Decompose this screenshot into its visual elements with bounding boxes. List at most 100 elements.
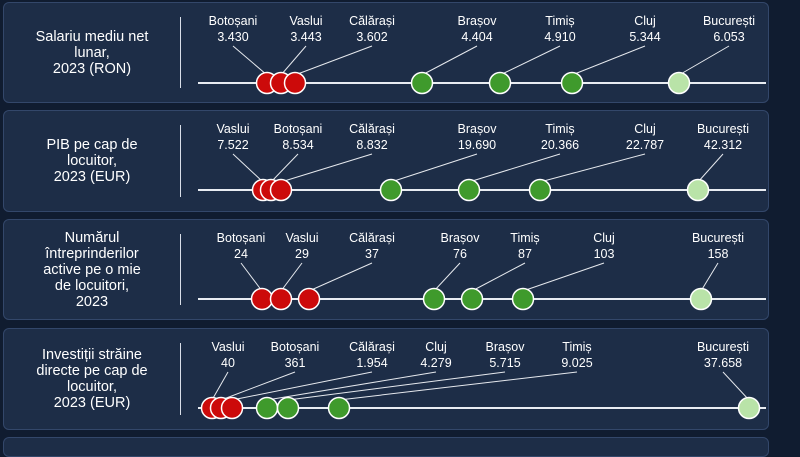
leader-line-vaslui [211,371,229,401]
dot-bucuresti [686,178,710,202]
value-label-brasov: 4.404 [461,30,492,44]
value-label-bucuresti: 158 [708,247,729,261]
panel-title: Numărul întreprinderilor active pe o mie de… [4,220,180,319]
leader-line-brasov [421,45,478,76]
leader-line-bucuresti [678,45,730,76]
county-label-bucuresti: București [692,231,744,245]
panel-divider [180,125,181,197]
value-label-timis: 9.025 [561,356,592,370]
leader-line-calarasi [308,262,373,292]
leader-line-bucuresti [697,153,724,183]
value-label-botosani: 8.534 [282,138,313,152]
leader-line-cluj [522,262,605,292]
panel-title-line: directe pe cap de [36,363,148,379]
value-label-timis: 87 [518,247,532,261]
county-label-botosani: Botoșani [274,122,323,136]
leader-line-timis [338,371,578,401]
county-label-bucuresti: București [697,122,749,136]
county-label-calarasi: Călărași [349,122,395,136]
value-label-timis: 20.366 [541,138,579,152]
value-label-cluj: 103 [594,247,615,261]
leader-line-bucuresti [722,371,750,401]
leader-line-brasov [390,153,478,183]
leader-line-timis [468,153,561,183]
value-label-bucuresti: 6.053 [713,30,744,44]
indicator-panel: Salariu mediu net lunar, 2023 (RON) Botoșan… [3,2,769,103]
dot-timis [457,178,481,202]
panel-title-line: Investiții străine [42,347,142,363]
county-label-cluj: Cluj [425,340,447,354]
county-label-brasov: Brașov [458,122,498,136]
panel-title-line: locuitor, [67,379,117,395]
panel-title-line: PIB pe cap de [46,137,138,153]
indicator-panel: Investiții străine directe pe cap de locui… [3,328,769,430]
county-label-timis: Timiș [545,14,574,28]
dot-chart: Botoșani 3.430 Vaslui 3.443 Călărași 3.602 Bra… [198,14,766,95]
panel-title-line: active pe o mie [43,261,141,278]
county-label-brasov: Brașov [486,340,526,354]
leader-line-cluj [266,371,437,401]
dot-brasov [422,287,446,311]
value-label-bucuresti: 37.658 [704,356,742,370]
panel-divider [180,234,181,305]
dot-calarasi [269,178,293,202]
county-label-botosani: Botoșani [217,231,266,245]
county-label-bucuresti: București [703,14,755,28]
county-label-vaslui: Vaslui [285,231,318,245]
next-panel-strip [3,437,769,457]
panel-title: Salariu mediu net lunar, 2023 (RON) [4,3,180,102]
leader-line-botosani [270,153,299,183]
leader-line-brasov [287,371,506,401]
leader-line-vaslui [280,45,307,76]
leader-line-botosani [240,262,263,292]
county-label-bucuresti: București [697,340,749,354]
dot-bucuresti [667,71,691,95]
panel-title-line: locuitor, [67,153,117,169]
county-label-calarasi: Călărași [349,340,395,354]
value-label-botosani: 361 [285,356,306,370]
leader-line-botosani [220,371,296,401]
panel-title-line: întreprinderilor [45,245,139,262]
dot-calarasi [297,287,321,311]
dot-botosani [250,287,274,311]
value-label-cluj: 22.787 [626,138,664,152]
dot-bucuresti [689,287,713,311]
panel-title: PIB pe cap de locuitor, 2023 (EUR) [4,111,180,211]
county-label-cluj: Cluj [634,122,656,136]
panel-divider [180,343,181,415]
county-label-calarasi: Călărași [349,231,395,245]
dot-brasov [276,396,300,420]
value-label-botosani: 24 [234,247,248,261]
dot-cluj [511,287,535,311]
leader-line-brasov [433,262,461,292]
dot-timis [488,71,512,95]
value-label-timis: 4.910 [544,30,575,44]
value-label-botosani: 3.430 [217,30,248,44]
dot-vaslui [269,287,293,311]
leader-line-cluj [571,45,646,76]
value-label-vaslui: 7.522 [217,138,248,152]
dot-brasov [379,178,403,202]
value-label-vaslui: 40 [221,356,235,370]
dot-calarasi [220,396,244,420]
county-label-timis: Timiș [562,340,591,354]
value-label-cluj: 5.344 [629,30,660,44]
panel-title-line: 2023 [75,293,109,310]
dot-calarasi [283,71,307,95]
value-label-calarasi: 8.832 [356,138,387,152]
dot-chart: Vaslui 7.522 Botoșani 8.534 Călărași 8.832 Bra… [198,122,766,202]
county-label-calarasi: Călărași [349,14,395,28]
indicator-panel: PIB pe cap de locuitor, 2023 (EUR) Vaslui 7.… [3,110,769,212]
panel-divider [180,17,181,88]
value-label-vaslui: 29 [295,247,309,261]
county-label-botosani: Botoșani [209,14,258,28]
leader-line-vaslui [280,262,303,292]
panel-title-line: lunar, [74,44,110,61]
panel-title-line: Salariu mediu net [35,28,149,45]
county-label-brasov: Brașov [458,14,498,28]
leader-line-vaslui [232,153,264,183]
leader-line-calarasi [280,153,373,183]
dot-cluj [560,71,584,95]
leader-line-cluj [539,153,646,183]
leader-line-calarasi [231,371,373,401]
